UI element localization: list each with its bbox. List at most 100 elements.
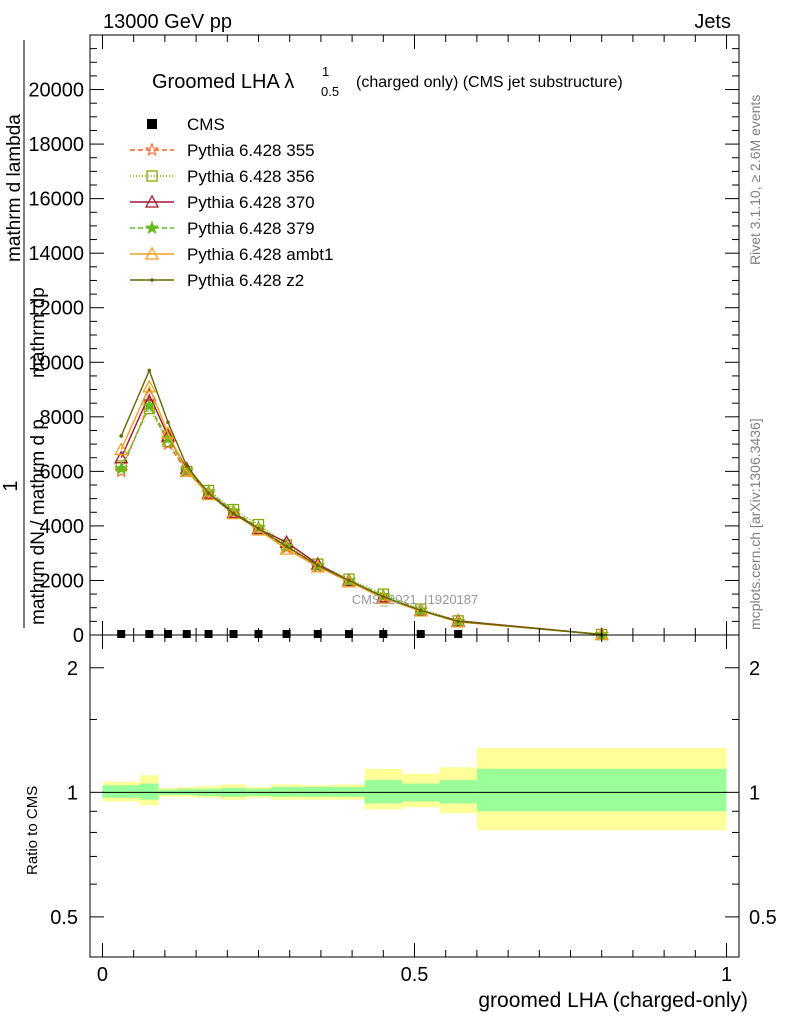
series-point bbox=[206, 491, 211, 495]
y-tick-label: 12000 bbox=[28, 298, 84, 320]
data-point bbox=[344, 630, 353, 638]
energy-label: 13000 GeV pp bbox=[103, 11, 232, 33]
data-point bbox=[416, 630, 425, 638]
data-point bbox=[454, 630, 463, 638]
x-axis-label: groomed LHA (charged-only) bbox=[478, 989, 748, 1012]
series-point bbox=[114, 463, 129, 478]
main-y-axis: 0 2000 4000 6000 8000 10000 12000 14000 16000 180… bbox=[28, 48, 739, 647]
ratio-y-tick-label: 0.5 bbox=[50, 907, 78, 929]
main-y-label: 1 mathrm dN / mathrm d p mathrm dp mathr… bbox=[0, 40, 49, 628]
main-x-axis bbox=[101, 35, 728, 635]
ratio-band-inner bbox=[139, 783, 159, 800]
legend-marker bbox=[150, 278, 154, 282]
series-point bbox=[179, 462, 194, 477]
ratio-y-tick-label-right: 2 bbox=[749, 658, 760, 680]
series-point bbox=[226, 506, 241, 520]
process-label: Jets bbox=[694, 11, 731, 33]
main-plot-content bbox=[114, 368, 609, 641]
series-point bbox=[251, 522, 266, 536]
title-lambda: λ bbox=[284, 71, 294, 93]
legend-marker bbox=[144, 220, 160, 235]
ratio-x-axis: 0 0.5 1 bbox=[97, 635, 732, 986]
y-tick-label: 4000 bbox=[40, 516, 85, 538]
watermark: CMS_2021_I1920187 bbox=[352, 592, 479, 607]
series-point bbox=[166, 420, 170, 425]
mcplots-label: mcplots.cern.ch [arXiv:1306.3436] bbox=[747, 418, 763, 630]
x-tick-label: 0.5 bbox=[401, 964, 429, 986]
series-point bbox=[142, 379, 157, 393]
ratio-y-tick-label-right: 1 bbox=[749, 782, 760, 804]
series-point bbox=[284, 544, 289, 549]
legend-marker bbox=[146, 170, 158, 182]
ratio-y-tick-label: 2 bbox=[67, 658, 78, 680]
data-point bbox=[204, 630, 213, 638]
data-point bbox=[282, 630, 291, 638]
main-panel: 0 2000 4000 6000 8000 10000 12000 14000 16000 180… bbox=[0, 34, 740, 647]
rivet-label: Rivet 3.1.10, ≥ 2.6M events bbox=[747, 95, 763, 265]
data-point bbox=[117, 630, 126, 638]
y-tick-label: 8000 bbox=[40, 407, 85, 429]
y-label-upper: mathrm d lambda bbox=[4, 114, 25, 262]
legend-marker-data bbox=[147, 119, 157, 129]
y-tick-label: 6000 bbox=[40, 461, 85, 483]
legend-marker bbox=[144, 246, 160, 260]
legend-label: Pythia 6.428 z2 bbox=[187, 271, 304, 290]
legend-label: Pythia 6.428 379 bbox=[187, 219, 315, 238]
title-rest: (charged only) (CMS jet substructure) bbox=[356, 74, 623, 91]
series-point bbox=[413, 603, 428, 617]
y-tick-label: 2000 bbox=[40, 570, 85, 592]
y-label-denominator: mathrm dN / mathrm d p bbox=[28, 419, 49, 625]
series-point bbox=[381, 595, 386, 599]
y-tick-label: 20000 bbox=[28, 80, 84, 102]
chart-title: Groomed LHA λ bbox=[152, 71, 294, 93]
data-point bbox=[182, 630, 191, 638]
x-tick-label: 1 bbox=[721, 964, 732, 986]
ratio-y-tick-label-right: 0.5 bbox=[749, 907, 777, 929]
ratio-band-inner bbox=[476, 768, 727, 812]
legend-marker bbox=[144, 194, 160, 208]
title-superscript: 1 bbox=[322, 64, 329, 79]
series-point bbox=[231, 511, 236, 516]
series-point bbox=[456, 619, 460, 624]
ratio-y-axis: 0.5 0.5 1 1 2 2 bbox=[50, 658, 777, 929]
series-line bbox=[120, 368, 602, 636]
series-point bbox=[114, 461, 129, 475]
series-point bbox=[256, 526, 261, 531]
series-point bbox=[184, 464, 189, 468]
series-point bbox=[142, 398, 157, 413]
title-subscript: 0.5 bbox=[321, 84, 339, 99]
title-main: Groomed LHA bbox=[152, 71, 284, 93]
legend-label: Pythia 6.428 355 bbox=[187, 141, 315, 160]
y-tick-label: 16000 bbox=[28, 189, 84, 211]
series-5 bbox=[119, 368, 604, 637]
ratio-band-inner bbox=[102, 785, 140, 798]
series-point bbox=[315, 563, 320, 568]
series-point bbox=[201, 487, 216, 501]
legend-label: Pythia 6.428 356 bbox=[187, 167, 315, 186]
data-point bbox=[145, 630, 154, 638]
data-point bbox=[229, 630, 238, 638]
data-point bbox=[313, 630, 322, 638]
series-point bbox=[114, 442, 129, 456]
y-label-numerator: 1 bbox=[0, 480, 22, 491]
ratio-panel: 0.5 0.51 12 2 0 0.5 1 Ratio to CMS groomed LH… bbox=[24, 634, 777, 1012]
ratio-band-inner bbox=[439, 780, 477, 804]
series-point bbox=[347, 578, 351, 583]
legend-label: Pythia 6.428 ambt1 bbox=[187, 245, 333, 264]
legend-label-data: CMS bbox=[187, 115, 225, 134]
ratio-y-tick-label: 1 bbox=[67, 782, 78, 804]
ratio-bands bbox=[102, 747, 727, 831]
y-label-den-1: mathrm dN / mathrm d p bbox=[28, 419, 49, 625]
legend-label: Pythia 6.428 370 bbox=[187, 193, 315, 212]
y-tick-label: 10000 bbox=[28, 352, 84, 374]
legend-marker bbox=[144, 142, 160, 157]
legend: CMS Pythia 6.428 355 Pythia 6.428 356 Pythi… bbox=[130, 115, 333, 290]
x-tick-label: 0 bbox=[97, 964, 108, 986]
series-point bbox=[418, 608, 423, 613]
y-label-den-2: mathrm dp bbox=[28, 287, 49, 378]
data-point bbox=[164, 630, 173, 638]
ratio-band-inner bbox=[364, 780, 403, 804]
series-point bbox=[179, 464, 194, 478]
series-point bbox=[147, 368, 152, 373]
